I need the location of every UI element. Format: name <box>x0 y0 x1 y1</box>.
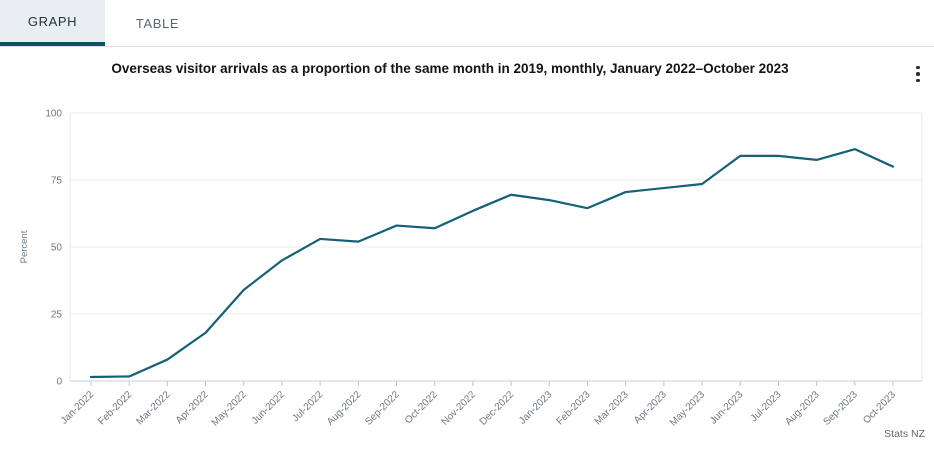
y-tick-label: 75 <box>51 176 63 187</box>
chart-header: Overseas visitor arrivals as a proportio… <box>0 47 934 100</box>
x-tick-label: Nov-2022 <box>440 389 479 428</box>
x-tick-label: Apr-2023 <box>632 389 669 426</box>
x-tick-label: Feb-2023 <box>555 389 593 427</box>
x-tick-label: Jun-2023 <box>708 389 746 427</box>
y-tick-label: 50 <box>51 243 63 254</box>
x-tick-label: May-2023 <box>668 389 708 429</box>
x-tick-label: Jul-2023 <box>749 389 784 424</box>
x-tick-label: Jul-2022 <box>290 389 325 424</box>
y-tick-label: 0 <box>56 377 62 388</box>
chart-title: Overseas visitor arrivals as a proportio… <box>111 61 789 76</box>
x-tick-label: Mar-2023 <box>593 389 631 427</box>
x-tick-label: Sep-2023 <box>821 389 860 428</box>
x-tick-label: Dec-2022 <box>478 389 517 428</box>
kebab-menu-icon[interactable] <box>906 57 930 91</box>
y-tick-label: 100 <box>45 109 62 120</box>
tab-table[interactable]: TABLE <box>135 15 180 31</box>
x-tick-label: Apr-2022 <box>174 389 211 426</box>
x-tick-label: Feb-2022 <box>96 389 134 427</box>
x-tick-label: Jun-2022 <box>250 389 288 427</box>
x-tick-label: Mar-2022 <box>134 389 172 427</box>
x-tick-label: Jan-2022 <box>59 389 97 427</box>
y-axis-title: Percent <box>19 230 30 263</box>
x-tick-label: May-2022 <box>210 389 250 429</box>
x-tick-label: Oct-2023 <box>861 389 898 426</box>
y-tick-label: 25 <box>51 310 63 321</box>
x-tick-label: Sep-2022 <box>363 389 402 428</box>
tab-bar: GRAPH TABLE <box>0 0 934 47</box>
tab-graph[interactable]: GRAPH <box>0 0 105 46</box>
line-chart: 0 25 50 75 100 Jan-2022 Feb-2022 Mar-2022 Apr-20… <box>0 100 934 450</box>
x-tick-label: Jan-2023 <box>517 389 555 427</box>
x-tick-label: Aug-2022 <box>325 389 364 428</box>
source-attribution: Stats NZ <box>884 428 925 440</box>
x-tick-label: Oct-2022 <box>403 389 440 426</box>
x-tick-label: Aug-2023 <box>783 389 822 428</box>
line-series <box>89 148 895 379</box>
